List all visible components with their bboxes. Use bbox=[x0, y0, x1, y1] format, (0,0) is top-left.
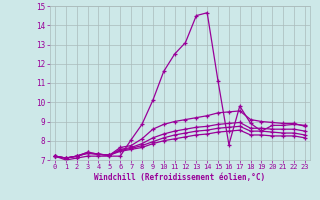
X-axis label: Windchill (Refroidissement éolien,°C): Windchill (Refroidissement éolien,°C) bbox=[94, 173, 266, 182]
